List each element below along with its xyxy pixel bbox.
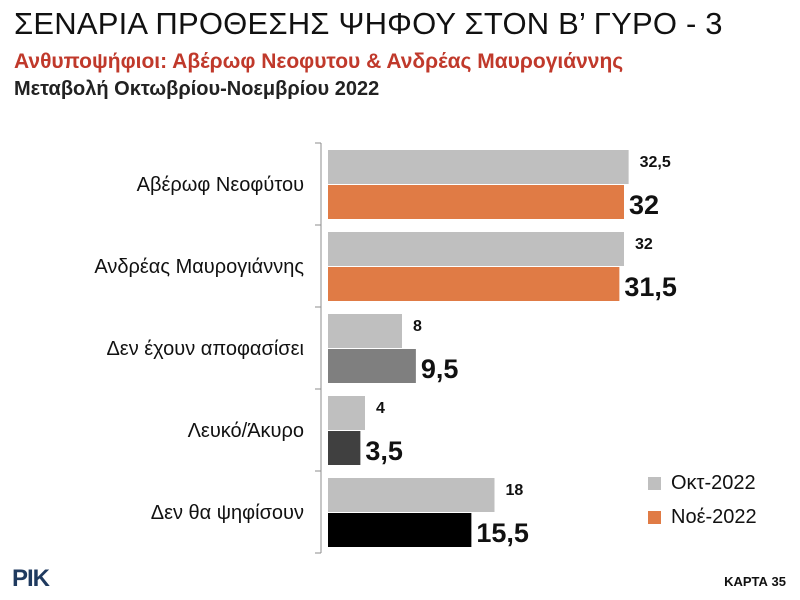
rik-logo: ΡΙΚ	[12, 565, 50, 592]
value-label-nov-2022-1: 31,5	[624, 272, 677, 302]
chart-subtitle: Ανθυποψήφιοι: Αβέρωφ Νεοφυτου & Ανδρέας …	[14, 50, 624, 73]
bar-nov-2022-4	[328, 513, 472, 547]
bar-oct-2022-0	[328, 150, 629, 184]
value-label-oct-2022-0: 32,5	[640, 154, 671, 171]
value-label-nov-2022-3: 3,5	[365, 436, 403, 466]
legend-swatch-nov	[648, 510, 661, 524]
chart-legend: Οκτ-2022 Νοέ-2022	[648, 466, 757, 534]
value-label-nov-2022-2: 9,5	[421, 354, 459, 384]
value-label-nov-2022-4: 15,5	[476, 518, 529, 548]
bar-oct-2022-2	[328, 314, 402, 348]
legend-item-nov: Νοέ-2022	[648, 500, 757, 534]
bar-oct-2022-1	[328, 232, 624, 266]
category-label-3: Λευκό/Άκυρο	[188, 420, 304, 442]
category-label-2: Δεν έχουν αποφασίσει	[106, 338, 304, 360]
chart-title: ΣΕΝΑΡΙΑ ΠΡΟΘΕΣΗΣ ΨΗΦΟΥ ΣΤΟΝ Β’ ΓΥΡΟ - 3	[14, 6, 723, 41]
bar-nov-2022-1	[328, 267, 620, 301]
bar-oct-2022-4	[328, 478, 495, 512]
category-label-4: Δεν θα ψηφίσουν	[151, 502, 304, 524]
value-label-oct-2022-3: 4	[376, 400, 385, 417]
legend-label-oct: Οκτ-2022	[671, 471, 756, 494]
bar-oct-2022-3	[328, 396, 365, 430]
chart-period: Μεταβολή Οκτωβρίου-Νοεμβρίου 2022	[14, 78, 380, 100]
value-label-oct-2022-4: 18	[506, 482, 524, 499]
legend-swatch-oct	[648, 476, 661, 490]
value-label-nov-2022-0: 32	[629, 190, 659, 220]
card-number: ΚΑΡΤΑ 35	[724, 574, 786, 589]
legend-label-nov: Νοέ-2022	[671, 505, 757, 528]
bar-nov-2022-3	[328, 431, 361, 465]
value-label-oct-2022-2: 8	[413, 318, 422, 335]
bar-nov-2022-0	[328, 185, 624, 219]
category-label-0: Αβέρωφ Νεοφύτου	[137, 174, 304, 196]
category-label-1: Ανδρέας Μαυρογιάννης	[94, 256, 304, 278]
bar-nov-2022-2	[328, 349, 416, 383]
value-label-oct-2022-1: 32	[635, 236, 653, 253]
legend-item-oct: Οκτ-2022	[648, 466, 757, 500]
